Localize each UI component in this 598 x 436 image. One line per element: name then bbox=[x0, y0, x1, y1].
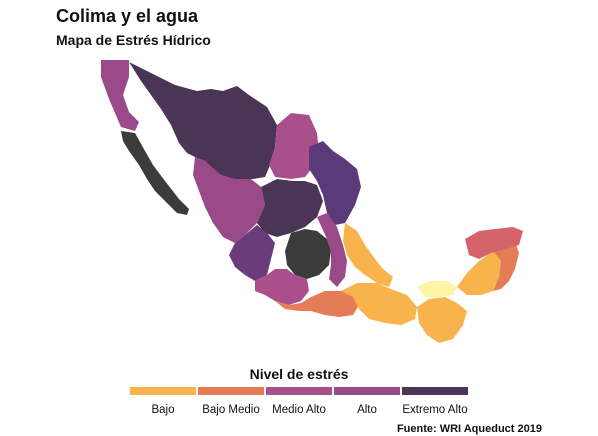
legend-label-bajo-medio: Bajo Medio bbox=[202, 404, 260, 416]
region-central-dark bbox=[285, 229, 331, 279]
legend-swatch-medio-alto bbox=[266, 387, 332, 395]
region-campeche bbox=[457, 251, 501, 295]
mexico-water-stress-map bbox=[101, 60, 523, 343]
legend-item-medio-alto: Medio Alto bbox=[266, 387, 332, 416]
region-michoacan bbox=[255, 269, 309, 305]
legend-label-extremo-alto: Extremo Alto bbox=[402, 404, 468, 416]
region-quintana-roo bbox=[493, 241, 519, 291]
region-sinaloa-durango bbox=[193, 157, 265, 243]
legend-item-alto: Alto bbox=[334, 387, 400, 416]
region-baja-california bbox=[101, 60, 139, 131]
legend-label-medio-alto: Medio Alto bbox=[272, 404, 326, 416]
source-caption: Fuente: WRI Aqueduct 2019 bbox=[396, 423, 542, 435]
region-chiapas bbox=[417, 297, 467, 343]
region-oaxaca bbox=[341, 283, 417, 325]
map-subtitle: Mapa de Estrés Hídrico bbox=[56, 32, 211, 48]
region-yucatan bbox=[465, 227, 523, 259]
region-hidalgo-puebla bbox=[317, 213, 347, 287]
legend: Bajo Bajo Medio Medio Alto Alto Extremo … bbox=[130, 387, 470, 427]
region-northeast-medio-alto bbox=[269, 113, 319, 179]
legend-item-bajo: Bajo bbox=[130, 387, 196, 416]
legend-label-alto: Alto bbox=[357, 404, 377, 416]
legend-title: Nivel de estrés bbox=[249, 366, 349, 382]
legend-swatch-bajo-medio bbox=[198, 387, 264, 395]
region-pacific-coast bbox=[275, 291, 359, 317]
region-tamaulipas bbox=[309, 141, 361, 225]
legend-swatch-extremo-alto bbox=[402, 387, 468, 395]
legend-swatch-alto bbox=[334, 387, 400, 395]
legend-swatch-bajo bbox=[130, 387, 196, 395]
legend-item-bajo-medio: Bajo Medio bbox=[198, 387, 264, 416]
region-west-alto bbox=[229, 225, 275, 281]
region-baja-california-sur bbox=[121, 131, 189, 215]
map-title: Colima y el agua bbox=[56, 6, 199, 26]
region-tabasco bbox=[417, 281, 457, 297]
legend-label-bajo: Bajo bbox=[151, 404, 175, 416]
legend-item-extremo-alto: Extremo Alto bbox=[402, 387, 468, 416]
region-north-extremo-alto bbox=[129, 62, 277, 179]
region-center-north-extremo bbox=[257, 179, 323, 237]
region-veracruz bbox=[343, 223, 393, 287]
